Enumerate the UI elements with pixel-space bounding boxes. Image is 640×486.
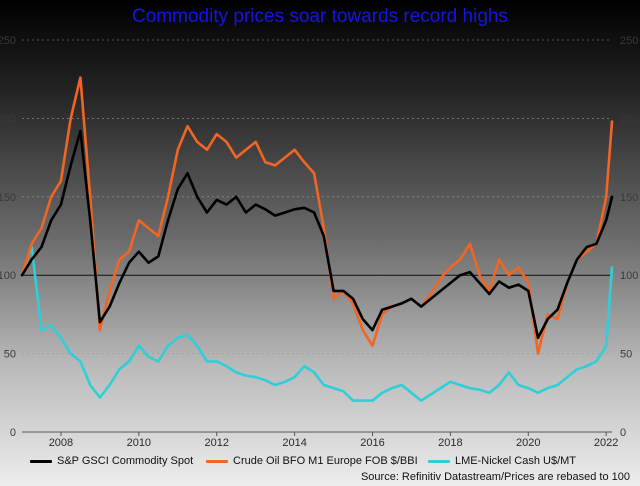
legend-item-oil: Crude Oil BFO M1 Europe FOB $/BBI: [206, 455, 418, 467]
legend-swatch-sp: [30, 459, 52, 463]
x-tick-label: 2020: [516, 437, 540, 449]
x-tick-label: 2014: [282, 437, 306, 449]
y-tick-label-right: 200: [620, 113, 638, 125]
series-line-sp-gsci: [20, 129, 614, 340]
y-tick-label-right: 100: [620, 270, 638, 282]
y-tick-label-left: 250: [0, 35, 16, 47]
legend-label-oil: Crude Oil BFO M1 Europe FOB $/BBI: [233, 455, 418, 467]
x-tick-label: 2016: [360, 437, 384, 449]
y-tick-label-right: 250: [620, 35, 638, 47]
y-tick-label-left: 100: [0, 270, 16, 282]
y-tick-label-left: 0: [10, 427, 16, 439]
x-tick-label: 2008: [49, 437, 73, 449]
x-tick-label: 2018: [438, 437, 462, 449]
x-tick-label: 2022: [594, 437, 618, 449]
y-axis-right: 0 50 100 150 200 250: [620, 35, 638, 439]
x-axis: 2008 2010 2012 2014 2016 2018 2020 2022: [22, 431, 618, 449]
source-note: Source: Refinitiv Datastream/Prices are …: [360, 471, 630, 483]
y-tick-label-left: 50: [4, 349, 16, 361]
legend-swatch-nickel: [428, 459, 450, 463]
y-axis-left: 0 50 100 150 200 250: [0, 35, 16, 439]
legend: S&P GSCI Commodity Spot Crude Oil BFO M1…: [30, 455, 630, 469]
legend-item-sp: S&P GSCI Commodity Spot: [30, 455, 193, 467]
grid-lines: [22, 39, 612, 433]
y-tick-label-right: 150: [620, 192, 638, 204]
legend-item-nickel: LME-Nickel Cash U$/MT: [428, 455, 576, 467]
y-tick-label-left: 150: [0, 192, 16, 204]
chart-title: Commodity prices soar towards record hig…: [132, 6, 508, 27]
legend-label-nickel: LME-Nickel Cash U$/MT: [455, 455, 577, 467]
legend-swatch-oil: [206, 459, 228, 463]
x-tick-label: 2012: [204, 437, 228, 449]
y-tick-label-right: 0: [620, 427, 626, 439]
y-tick-label-right: 50: [620, 349, 632, 361]
series-lines: [20, 76, 614, 402]
series-line-nickel: [20, 245, 614, 402]
series-line-crude-oil: [20, 76, 614, 355]
x-tick-label: 2010: [127, 437, 151, 449]
legend-label-sp: S&P GSCI Commodity Spot: [57, 455, 194, 467]
y-tick-label-left: 200: [0, 113, 16, 125]
